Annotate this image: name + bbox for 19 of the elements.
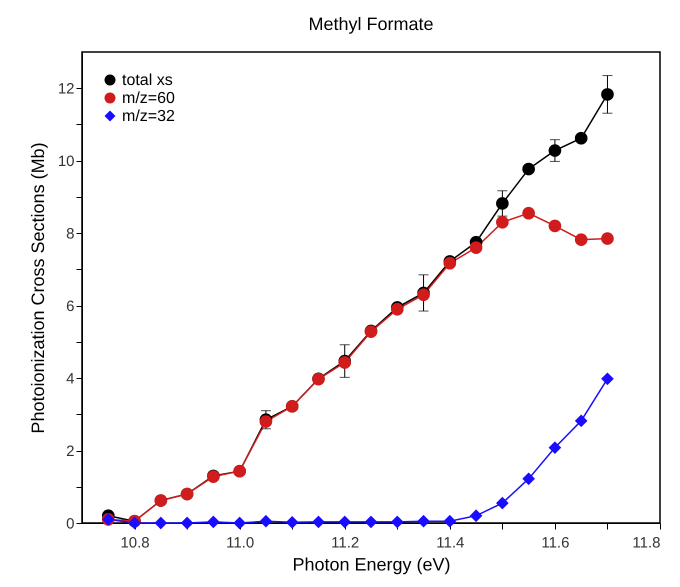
- y-tick-label: 8: [66, 226, 74, 243]
- y-tick-label: 0: [66, 516, 74, 532]
- y-tick-label: 4: [66, 370, 74, 388]
- x-tick-label: 10.8: [120, 534, 150, 552]
- legend-label: total xs: [122, 72, 173, 89]
- x-tick-label: 11.8: [632, 534, 660, 552]
- x-tick-label: 11.2: [331, 534, 360, 552]
- x-tick-label: 11.4: [436, 534, 464, 552]
- x-axis-title: Photon Energy (eV): [292, 554, 451, 574]
- legend-label: m/z=60: [122, 90, 176, 107]
- x-tick-label: 11.6: [541, 534, 570, 552]
- chart-title: Methyl Formate: [308, 14, 434, 34]
- y-tick-label: 6: [66, 298, 74, 316]
- x-tick-label: 11.0: [226, 534, 254, 552]
- legend-label: m/z=32: [122, 108, 176, 125]
- y-tick-label: 12: [58, 80, 74, 98]
- y-tick-label: 10: [58, 153, 74, 170]
- y-tick-label: 2: [66, 443, 74, 460]
- y-axis-title: Photoionization Cross Sections (Mb): [28, 142, 48, 434]
